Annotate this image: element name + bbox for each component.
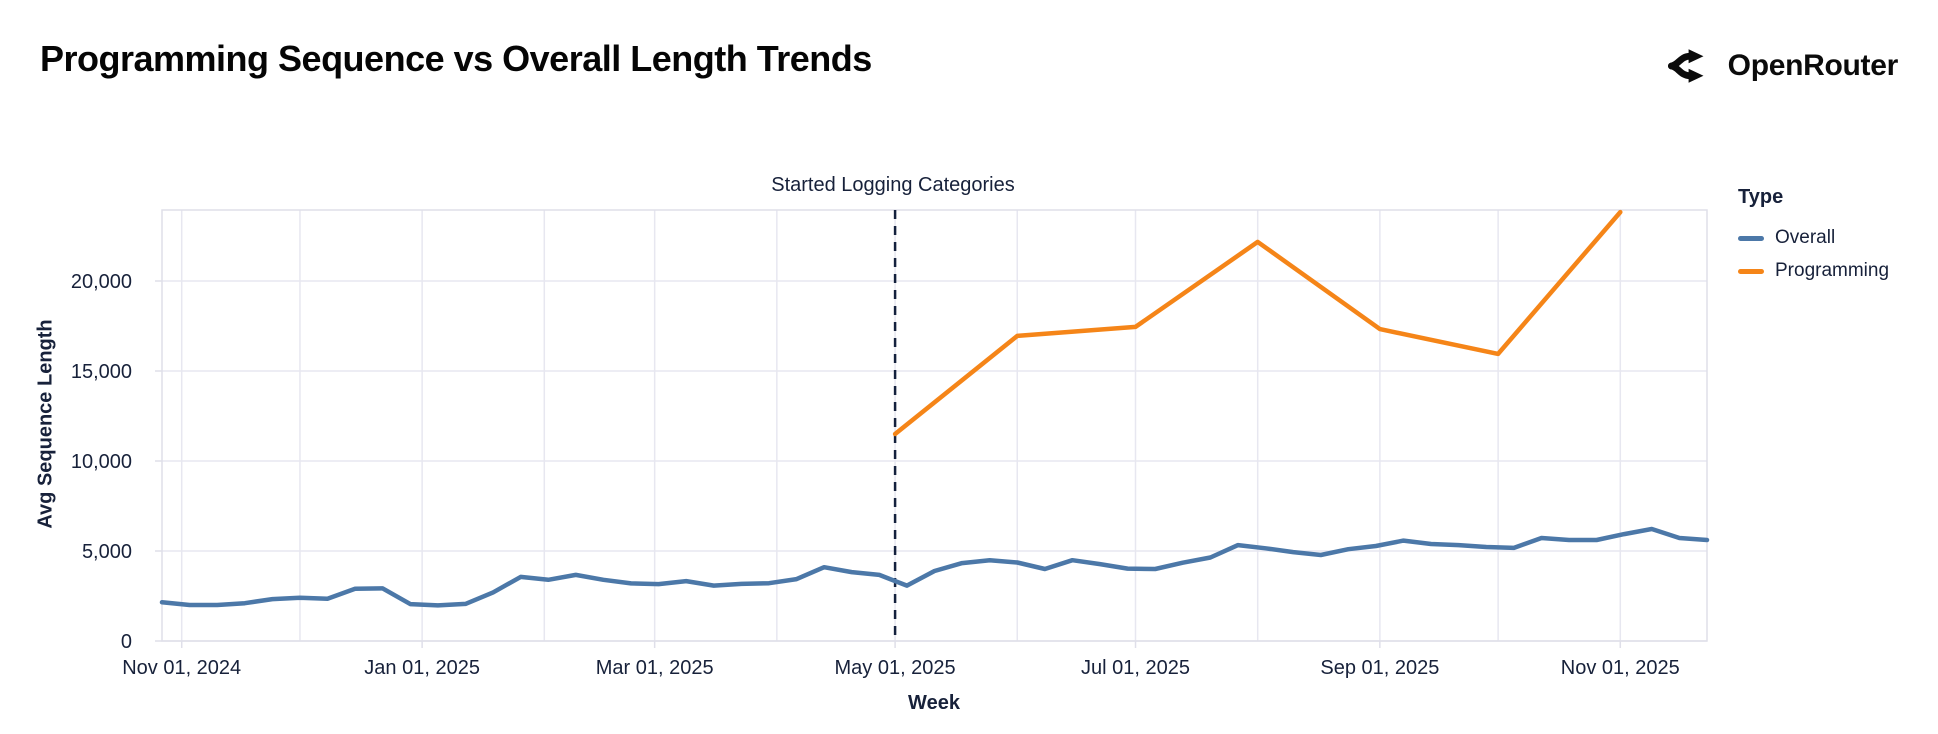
openrouter-icon — [1667, 49, 1704, 83]
page-title: Programming Sequence vs Overall Length T… — [40, 38, 872, 79]
x-tick-label: Mar 01, 2025 — [596, 657, 714, 679]
x-tick-label: Sep 01, 2025 — [1320, 657, 1439, 679]
y-axis-title: Avg Sequence Length — [34, 319, 57, 529]
y-tick-label: 10,000 — [71, 451, 132, 473]
x-tick-label: Nov 01, 2025 — [1561, 657, 1680, 679]
y-tick-label: 0 — [121, 631, 132, 653]
legend-item-overall: Overall — [1738, 227, 1889, 249]
legend-item-programming: Programming — [1738, 260, 1889, 282]
brand-name: OpenRouter — [1727, 49, 1899, 82]
series-line-programming — [892, 209, 1623, 437]
legend-label-overall: Overall — [1775, 227, 1836, 248]
x-tick-label: Jul 01, 2025 — [1081, 657, 1190, 679]
y-tick-label: 5,000 — [82, 541, 132, 563]
programming-swatch — [1738, 268, 1764, 274]
x-axis-title: Week — [908, 692, 960, 714]
x-tick-label: Nov 01, 2024 — [122, 657, 241, 679]
series-line-overall — [159, 526, 1710, 608]
x-tick-label: Jan 01, 2025 — [364, 657, 480, 679]
plot-frame — [161, 209, 1708, 642]
y-tick-label: 15,000 — [71, 361, 132, 383]
x-tick-label: May 01, 2025 — [834, 657, 955, 679]
legend-title: Type — [1738, 186, 1784, 208]
y-tick-label: 20,000 — [71, 271, 132, 293]
chart-legend: Type Overall Programming — [1738, 186, 1889, 293]
legend-label-programming: Programming — [1775, 260, 1890, 281]
brand-logo: OpenRouter — [1667, 42, 1899, 90]
overall-swatch — [1738, 235, 1764, 241]
annotation-label: Started Logging Categories — [771, 174, 1015, 196]
